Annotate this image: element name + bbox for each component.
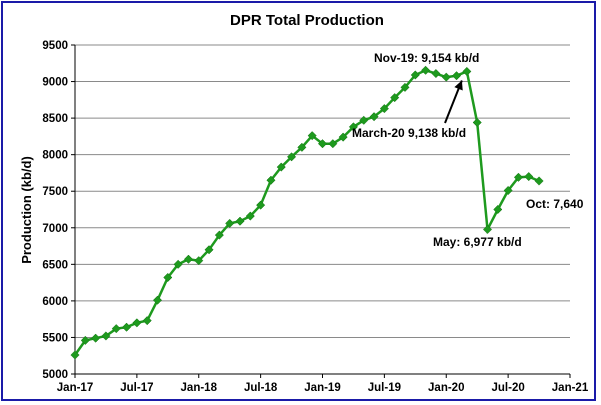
data-point xyxy=(152,295,163,305)
data-point xyxy=(70,350,80,360)
annotation-may: May: 6,977 kb/d xyxy=(433,235,522,249)
data-point xyxy=(101,331,111,341)
data-point xyxy=(503,185,513,196)
data-point xyxy=(390,93,400,103)
data-point xyxy=(452,71,462,81)
annotation-oct: Oct: 7,640 xyxy=(526,197,584,211)
data-point xyxy=(369,112,379,122)
data-point xyxy=(183,254,193,264)
x-tick-label: Jul-18 xyxy=(244,382,278,394)
data-point xyxy=(534,176,544,186)
x-tick-labels: Jan-17 Jul-17 Jan-18 Jul-18 Jan-19 Jul-19 Jan-… xyxy=(57,382,589,394)
annotations: Nov-19: 9,154 kb/d March-20 9,138 kb/d M… xyxy=(352,51,584,249)
x-tick-label: Jul-19 xyxy=(368,382,401,394)
chart-title: DPR Total Production xyxy=(230,12,384,29)
data-point xyxy=(256,200,266,210)
data-point xyxy=(379,104,389,114)
y-tick-label: 5500 xyxy=(42,332,68,344)
chart-frame xyxy=(1,1,596,401)
data-point xyxy=(142,316,152,326)
data-point xyxy=(111,324,121,334)
data-point xyxy=(132,318,142,328)
y-tick-label: 7500 xyxy=(42,186,68,198)
x-tick-label: Jan-20 xyxy=(428,382,464,394)
data-point xyxy=(122,322,132,332)
data-point xyxy=(266,175,276,185)
data-point xyxy=(276,162,286,172)
x-tick-label: Jan-17 xyxy=(57,382,93,394)
series-line xyxy=(73,68,540,356)
data-point xyxy=(225,218,235,228)
data-point xyxy=(441,72,451,82)
data-point xyxy=(421,65,431,75)
data-point xyxy=(410,70,420,80)
data-point xyxy=(235,216,245,226)
y-tick-label: 5000 xyxy=(42,369,68,381)
data-point xyxy=(214,230,224,240)
data-point xyxy=(297,142,307,152)
series-production xyxy=(70,65,544,360)
data-point xyxy=(328,139,338,149)
data-point xyxy=(524,172,534,182)
y-tick-label: 8000 xyxy=(42,150,68,162)
axes xyxy=(71,44,571,378)
data-point xyxy=(359,115,369,125)
data-point xyxy=(307,131,317,141)
data-point xyxy=(173,259,183,269)
data-point xyxy=(338,132,348,142)
data-point xyxy=(204,245,214,255)
data-point xyxy=(482,224,493,235)
x-tick-label: Jul-20 xyxy=(492,382,525,394)
annotation-march-20: March-20 9,138 kb/d xyxy=(352,126,466,140)
data-point xyxy=(163,272,173,283)
data-point xyxy=(348,122,358,132)
data-point xyxy=(317,139,328,149)
data-point xyxy=(493,204,503,215)
y-tick-label: 9500 xyxy=(42,40,68,52)
y-tick-label: 6500 xyxy=(42,259,68,271)
y-tick-label: 9000 xyxy=(42,77,68,89)
data-point xyxy=(431,68,441,79)
gridlines xyxy=(75,44,570,338)
data-point xyxy=(194,256,204,266)
data-point xyxy=(472,117,482,128)
y-tick-label: 6000 xyxy=(42,296,68,308)
x-tick-label: Jul-17 xyxy=(120,382,153,394)
y-tick-label: 8500 xyxy=(42,113,68,125)
y-tick-labels: 5000 5500 6000 6500 7000 7500 8000 8500 9000 9500 xyxy=(42,40,68,381)
y-axis-label: Production (kb/d) xyxy=(19,156,34,264)
data-point xyxy=(245,211,255,221)
data-point xyxy=(513,172,523,182)
data-point xyxy=(400,82,410,92)
annotation-arrow-head xyxy=(454,80,463,91)
annotation-nov-19: Nov-19: 9,154 kb/d xyxy=(374,51,479,65)
x-tick-label: Jan-18 xyxy=(181,382,218,394)
y-tick-label: 7000 xyxy=(42,223,68,235)
data-point xyxy=(80,335,90,345)
data-point xyxy=(91,333,101,343)
x-tick-label: Jan-21 xyxy=(552,382,589,394)
data-point xyxy=(462,66,472,77)
data-point xyxy=(287,152,297,162)
x-tick-label: Jan-19 xyxy=(304,382,340,394)
